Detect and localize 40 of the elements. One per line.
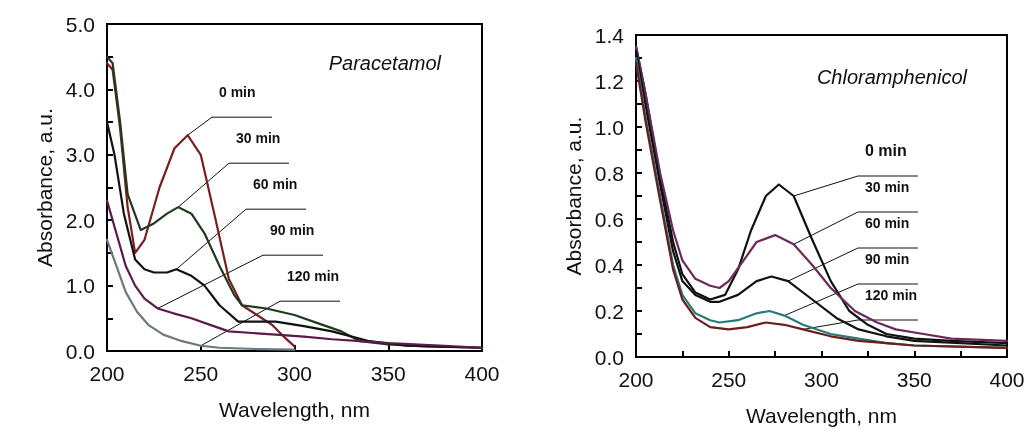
annotation: 0 min bbox=[864, 141, 907, 159]
x-tick-label: 200 bbox=[618, 368, 654, 391]
annotation: 60 min bbox=[864, 215, 910, 231]
y-tick-label: 4.0 bbox=[65, 77, 95, 101]
y-tick-label: 1.2 bbox=[594, 69, 624, 93]
x-tick-label: 350 bbox=[896, 368, 932, 391]
text: Chloramphenicol bbox=[816, 66, 968, 88]
y-tick-label: 3.0 bbox=[65, 143, 95, 167]
x-tick-label: 250 bbox=[711, 368, 747, 391]
annotation: 90 min bbox=[864, 251, 910, 267]
y-tick-label: 1.0 bbox=[65, 274, 95, 298]
x-tick-label: 300 bbox=[276, 362, 313, 385]
y-axis-title: Absorbance, a.u. bbox=[561, 116, 585, 276]
x-tick-label: 400 bbox=[464, 362, 500, 385]
y-tick-label: 0.6 bbox=[594, 207, 624, 231]
annotation: 120 min bbox=[287, 268, 340, 285]
y-tick-label: 1.0 bbox=[594, 115, 624, 139]
x-tick-label: 400 bbox=[989, 368, 1025, 391]
annotation: 0 min bbox=[219, 84, 256, 101]
y-axis-title: Absorbance, a.u. bbox=[32, 108, 56, 267]
y-tick-label: 5.0 bbox=[65, 12, 95, 36]
y-tick-label: 2.0 bbox=[65, 208, 95, 232]
x-tick-label: 300 bbox=[803, 368, 840, 391]
y-tick-label: 0.0 bbox=[65, 339, 95, 363]
y-tick-label: 0.2 bbox=[594, 299, 624, 323]
y-tick-label: 0.8 bbox=[594, 161, 624, 185]
annotation: 30 min bbox=[864, 179, 910, 195]
annotation: 60 min bbox=[253, 176, 298, 193]
text: Paracetamol bbox=[328, 52, 442, 74]
annotation: 30 min bbox=[236, 130, 281, 147]
x-tick-label: 200 bbox=[89, 362, 125, 385]
y-tick-label: 0.4 bbox=[594, 253, 625, 277]
y-tick-label: 1.4 bbox=[594, 23, 625, 47]
x-tick-label: 250 bbox=[183, 362, 219, 385]
annotation: 120 min bbox=[864, 287, 918, 303]
x-axis-title: Wavelength, nm bbox=[746, 404, 897, 427]
annotation: 90 min bbox=[270, 222, 315, 239]
x-tick-label: 350 bbox=[370, 362, 406, 385]
x-axis-title: Wavelength, nm bbox=[219, 398, 370, 421]
y-tick-label: 0.0 bbox=[594, 345, 624, 369]
